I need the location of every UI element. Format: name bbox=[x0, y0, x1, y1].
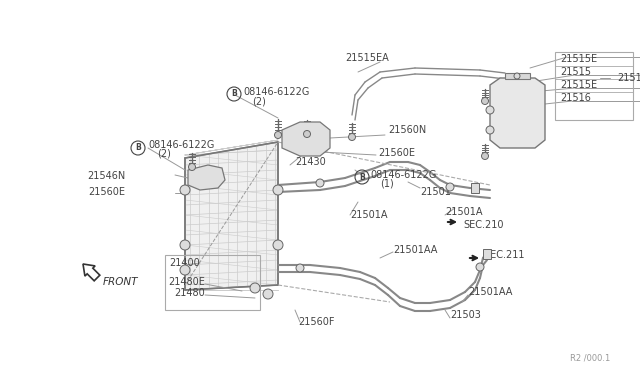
Text: FRONT: FRONT bbox=[103, 277, 138, 287]
Text: 21560E: 21560E bbox=[378, 148, 415, 158]
Text: 21516: 21516 bbox=[560, 93, 591, 103]
Circle shape bbox=[189, 164, 195, 170]
Text: B: B bbox=[135, 144, 141, 153]
Text: 21501AA: 21501AA bbox=[393, 245, 437, 255]
Text: 21515EA: 21515EA bbox=[345, 53, 388, 63]
Text: 08146-6122G: 08146-6122G bbox=[370, 170, 436, 180]
Polygon shape bbox=[505, 73, 530, 79]
Polygon shape bbox=[490, 78, 545, 148]
Circle shape bbox=[481, 97, 488, 105]
Circle shape bbox=[296, 264, 304, 272]
Text: 21501A: 21501A bbox=[445, 207, 483, 217]
Circle shape bbox=[180, 240, 190, 250]
Text: 21501: 21501 bbox=[420, 187, 451, 197]
Text: 21480: 21480 bbox=[174, 288, 205, 298]
Text: B: B bbox=[231, 90, 237, 99]
Text: 21501AA: 21501AA bbox=[468, 287, 513, 297]
Text: 21515: 21515 bbox=[560, 67, 591, 77]
Circle shape bbox=[481, 153, 488, 160]
Text: 21515E: 21515E bbox=[560, 54, 597, 64]
Circle shape bbox=[273, 185, 283, 195]
Circle shape bbox=[180, 185, 190, 195]
Circle shape bbox=[250, 283, 260, 293]
Text: SEC.211: SEC.211 bbox=[484, 250, 525, 260]
Circle shape bbox=[486, 126, 494, 134]
Text: 21546N: 21546N bbox=[87, 171, 125, 181]
Text: (1): (1) bbox=[380, 179, 394, 189]
Circle shape bbox=[349, 134, 355, 141]
Text: R2 /000.1: R2 /000.1 bbox=[570, 353, 611, 362]
Circle shape bbox=[263, 289, 273, 299]
Text: 08146-6122G: 08146-6122G bbox=[243, 87, 309, 97]
Text: 21560N: 21560N bbox=[388, 125, 426, 135]
Polygon shape bbox=[185, 142, 278, 290]
Text: 21560F: 21560F bbox=[298, 317, 335, 327]
Text: (2): (2) bbox=[157, 149, 171, 159]
Text: 21510: 21510 bbox=[617, 73, 640, 83]
Bar bbox=[471, 183, 479, 193]
Circle shape bbox=[316, 179, 324, 187]
Circle shape bbox=[303, 131, 310, 138]
Bar bbox=[483, 249, 491, 259]
Circle shape bbox=[486, 106, 494, 114]
Text: 21560E: 21560E bbox=[88, 187, 125, 197]
Circle shape bbox=[180, 265, 190, 275]
Text: 21503: 21503 bbox=[450, 310, 481, 320]
Polygon shape bbox=[282, 122, 330, 156]
Circle shape bbox=[446, 183, 454, 191]
Text: 21400: 21400 bbox=[169, 258, 200, 268]
Bar bbox=[165, 255, 260, 310]
Text: B: B bbox=[359, 173, 365, 182]
Circle shape bbox=[476, 263, 484, 271]
Text: (2): (2) bbox=[252, 96, 266, 106]
Text: 21501A: 21501A bbox=[350, 210, 387, 220]
Bar bbox=[555, 52, 633, 120]
Text: 08146-6122G: 08146-6122G bbox=[148, 140, 214, 150]
Circle shape bbox=[273, 240, 283, 250]
Text: SEC.210: SEC.210 bbox=[463, 220, 504, 230]
Circle shape bbox=[514, 73, 520, 79]
Text: 21430: 21430 bbox=[295, 157, 326, 167]
Circle shape bbox=[275, 131, 282, 138]
Text: 21480E: 21480E bbox=[168, 277, 205, 287]
Text: 21515E: 21515E bbox=[560, 80, 597, 90]
Polygon shape bbox=[188, 165, 225, 190]
